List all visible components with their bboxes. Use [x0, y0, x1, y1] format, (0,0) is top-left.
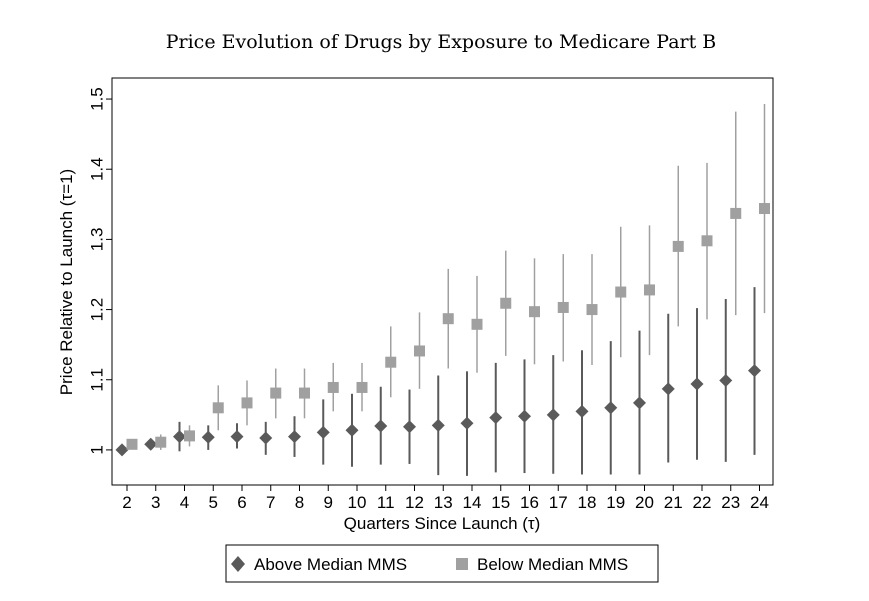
x-tick-label: 19	[606, 493, 625, 512]
above-median-point	[403, 420, 416, 434]
above-median-point	[259, 431, 273, 445]
x-tick-label: 14	[463, 493, 482, 512]
x-tick-label: 24	[750, 493, 769, 512]
legend-box	[225, 544, 659, 583]
above-median-point	[230, 430, 244, 444]
above-median-point	[690, 377, 704, 391]
below-median-point	[155, 436, 167, 448]
x-tick-label: 21	[664, 493, 683, 512]
below-median-point	[615, 286, 627, 298]
above-median-point	[633, 396, 646, 410]
x-axis-label: Quarters Since Launch (τ)	[344, 514, 541, 533]
above-median-point	[661, 382, 675, 396]
above-median-point	[719, 373, 733, 387]
x-tick-label: 4	[180, 493, 189, 512]
y-axis: 1 1.1 1.2 1.3 1.4 1.5	[88, 87, 112, 455]
above-median-point	[374, 419, 388, 433]
legend-label-below-median: Below Median MMS	[477, 555, 628, 574]
x-tick-label: 10	[348, 493, 367, 512]
y-tick-label: 1.5	[88, 87, 107, 111]
below-median-point	[672, 240, 684, 252]
x-tick-label: 13	[434, 493, 453, 512]
x-tick-label: 12	[405, 493, 424, 512]
chart-title: Price Evolution of Drugs by Exposure to …	[166, 31, 717, 53]
x-tick-label: 11	[377, 493, 395, 512]
above-median-point	[173, 430, 186, 444]
y-tick-label: 1.3	[88, 228, 107, 252]
x-tick-label: 22	[693, 493, 712, 512]
legend-square-marker	[456, 558, 468, 570]
below-median-point	[356, 381, 368, 393]
above-median-point	[316, 425, 330, 439]
x-tick-label: 16	[520, 493, 539, 512]
above-median-point	[115, 443, 129, 457]
below-median-point	[184, 430, 195, 442]
x-axis: 2 3 4 5 6 7 8 9 10 11 12 13 14 15 16 17 18 19 20 21 22 23 24	[122, 485, 769, 512]
x-tick-label: 3	[151, 493, 160, 512]
below-median-point	[442, 313, 454, 325]
legend-diamond-marker	[231, 556, 245, 572]
below-median-point	[529, 306, 540, 318]
above-median-point	[546, 408, 560, 422]
below-median-point	[241, 397, 253, 409]
above-median-point	[489, 411, 503, 425]
below-median-point	[644, 284, 655, 296]
x-tick-label: 15	[491, 493, 510, 512]
above-median-point	[201, 430, 215, 444]
below-median-point	[414, 345, 425, 357]
y-tick-label: 1.4	[88, 157, 107, 181]
below-median-point	[212, 402, 224, 414]
x-tick-label: 17	[549, 493, 568, 512]
below-median-point	[701, 235, 713, 247]
legend: Above Median MMS Below Median MMS	[225, 544, 659, 583]
x-tick-label: 6	[237, 493, 246, 512]
above-median-point	[345, 423, 359, 437]
below-median-point	[126, 438, 138, 450]
x-tick-label: 2	[122, 493, 131, 512]
below-median-point	[500, 297, 512, 309]
above-median-point	[604, 401, 618, 415]
above-median-point	[144, 437, 158, 451]
above-median-point	[288, 430, 301, 444]
above-median-point	[748, 364, 761, 378]
y-axis-label: Price Relative to Launch (τ=1)	[57, 169, 76, 395]
below-median-point	[730, 207, 742, 219]
below-median-point	[557, 301, 569, 313]
legend-label-above-median: Above Median MMS	[254, 555, 407, 574]
above-median-point	[575, 404, 589, 418]
below-median-point	[385, 356, 397, 368]
below-median-point	[299, 387, 310, 399]
x-tick-label: 5	[209, 493, 218, 512]
below-median-point	[471, 318, 483, 330]
x-tick-label: 18	[578, 493, 597, 512]
below-median-point	[759, 203, 770, 215]
below-median-point	[586, 304, 598, 316]
above-median-point	[518, 409, 531, 423]
x-tick-label: 7	[266, 493, 275, 512]
below-median-point	[327, 381, 339, 393]
plot-area	[111, 77, 774, 486]
y-tick-label: 1	[88, 445, 107, 454]
y-tick-label: 1.2	[88, 298, 107, 322]
above-median-point	[431, 418, 445, 432]
y-tick-label: 1.1	[88, 368, 107, 392]
x-tick-label: 20	[635, 493, 654, 512]
below-median-point	[270, 387, 282, 399]
above-median-point	[460, 416, 474, 430]
data-markers	[115, 203, 770, 457]
x-tick-label: 23	[721, 493, 740, 512]
x-tick-label: 9	[324, 493, 333, 512]
x-tick-label: 8	[295, 493, 304, 512]
